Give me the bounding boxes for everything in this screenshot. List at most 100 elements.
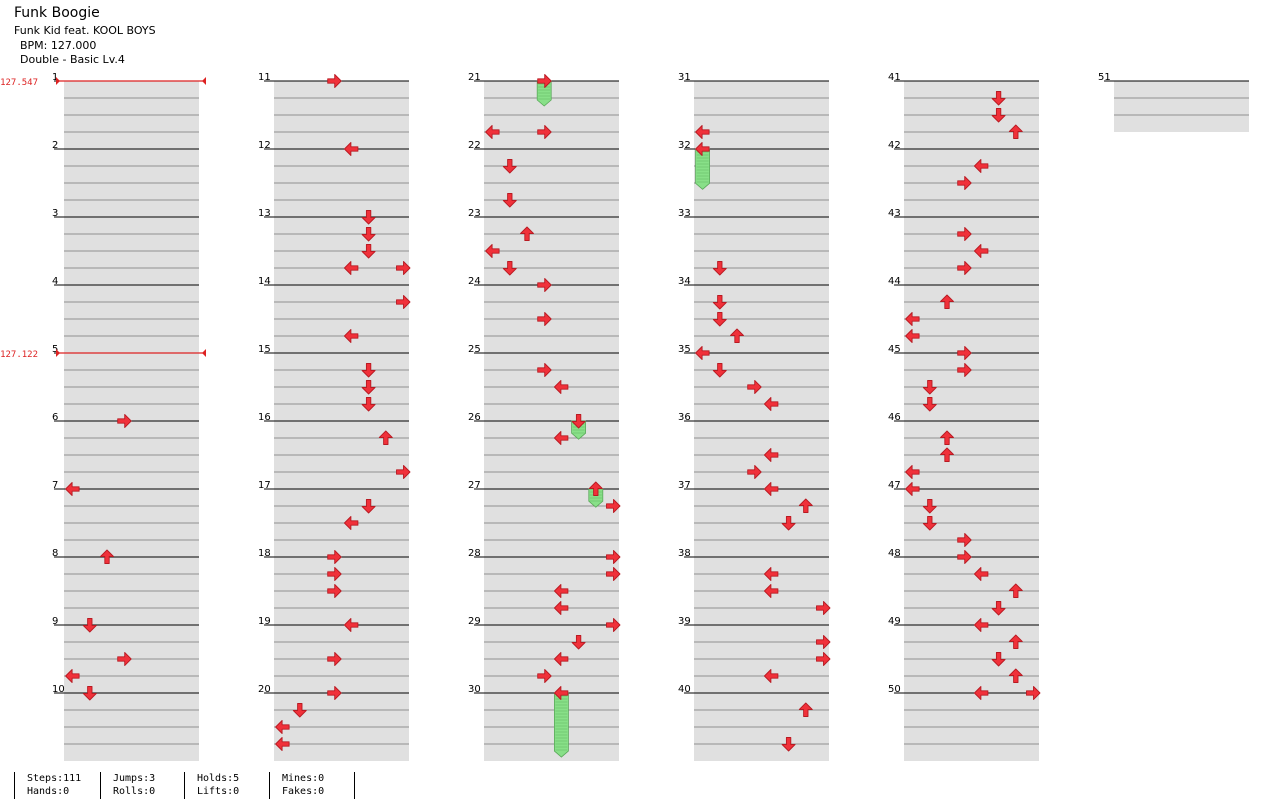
beat-band xyxy=(904,387,1039,404)
hold-body xyxy=(554,692,569,758)
arrow-note-left xyxy=(553,652,569,666)
beat-band xyxy=(904,200,1039,217)
arrow-note-right xyxy=(816,635,831,649)
arrow-note-down xyxy=(991,91,1006,106)
beat-band xyxy=(274,591,409,608)
bpm-change-marker xyxy=(202,349,206,357)
arrow-note-right xyxy=(537,669,552,683)
beat-band xyxy=(274,642,409,659)
beat-band xyxy=(904,115,1039,132)
beat-band xyxy=(904,98,1039,115)
beat-band xyxy=(484,183,619,200)
measure-number: 4 xyxy=(52,276,58,287)
beat-band xyxy=(694,523,829,540)
measure-number: 18 xyxy=(258,548,271,559)
beat-band xyxy=(694,166,829,183)
beat-band xyxy=(64,285,199,302)
arrow-note-up xyxy=(798,702,813,717)
measure-number: 23 xyxy=(468,208,481,219)
arrow-note-down xyxy=(292,703,307,718)
arrow-note-left xyxy=(553,584,569,598)
arrow-note-left xyxy=(763,669,779,683)
beat-band xyxy=(274,251,409,268)
beat-band xyxy=(274,557,409,574)
beat-band xyxy=(484,608,619,625)
beat-band xyxy=(694,727,829,744)
beat-band xyxy=(274,404,409,421)
beat-band xyxy=(484,438,619,455)
arrow-note-right xyxy=(957,550,972,564)
arrow-note-right xyxy=(957,176,972,190)
arrow-note-right xyxy=(396,261,411,275)
bpm-change-marker xyxy=(202,77,206,85)
measure-number: 51 xyxy=(1098,72,1111,83)
beat-band xyxy=(694,132,829,149)
beat-band xyxy=(904,744,1039,761)
measure-number: 11 xyxy=(258,72,271,83)
arrow-note-right xyxy=(117,652,132,666)
arrow-note-down xyxy=(82,686,97,701)
beat-band xyxy=(64,744,199,761)
measure-number: 20 xyxy=(258,684,271,695)
measure-number: 24 xyxy=(468,276,481,287)
beat-band xyxy=(904,727,1039,744)
arrow-note-right xyxy=(327,686,342,700)
measure-number: 6 xyxy=(52,412,58,423)
arrow-note-right xyxy=(537,125,552,139)
arrow-note-left xyxy=(905,482,920,496)
beat-band xyxy=(484,149,619,166)
beat-band xyxy=(274,200,409,217)
arrow-note-down xyxy=(922,499,937,514)
beat-band xyxy=(484,251,619,268)
beat-band xyxy=(484,200,619,217)
measure-number: 39 xyxy=(678,616,691,627)
arrow-note-right xyxy=(957,346,972,360)
beat-band xyxy=(484,642,619,659)
arrow-note-left xyxy=(553,380,569,394)
beat-band xyxy=(904,506,1039,523)
beat-band xyxy=(904,574,1039,591)
arrow-note-right xyxy=(957,227,972,241)
arrow-note-left xyxy=(485,125,500,139)
beat-band xyxy=(274,693,409,710)
beat-band xyxy=(904,710,1039,727)
beat-band xyxy=(274,455,409,472)
beat-band xyxy=(694,421,829,438)
beat-band xyxy=(904,523,1039,540)
beat-band xyxy=(484,540,619,557)
arrow-note-up xyxy=(378,430,393,445)
beat-band xyxy=(904,217,1039,234)
beat-band xyxy=(904,455,1039,472)
beat-band xyxy=(274,625,409,642)
beat-band xyxy=(274,183,409,200)
beat-band xyxy=(694,744,829,761)
arrow-note-left xyxy=(763,448,779,462)
arrow-note-left xyxy=(343,516,359,530)
measure-number: 13 xyxy=(258,208,271,219)
beat-band xyxy=(64,523,199,540)
beat-band xyxy=(694,642,829,659)
arrow-note-down xyxy=(922,380,937,395)
measure-number: 30 xyxy=(468,684,481,695)
beat-band xyxy=(484,659,619,676)
measure-number: 31 xyxy=(678,72,691,83)
beat-band xyxy=(694,625,829,642)
arrow-note-down xyxy=(502,261,517,276)
beat-band xyxy=(484,591,619,608)
arrow-note-right xyxy=(537,74,552,88)
beat-band xyxy=(64,268,199,285)
beat-band xyxy=(904,268,1039,285)
arrow-note-right xyxy=(747,380,762,394)
beat-band xyxy=(904,81,1039,98)
beat-band xyxy=(904,285,1039,302)
beat-band xyxy=(484,217,619,234)
measure-number: 26 xyxy=(468,412,481,423)
beat-band xyxy=(484,625,619,642)
stat-column: Mines:0 Fakes:0 xyxy=(269,772,324,799)
beat-band xyxy=(64,217,199,234)
arrow-note-left xyxy=(275,720,290,734)
beat-band xyxy=(64,540,199,557)
beat-band xyxy=(1114,115,1249,132)
beat-band xyxy=(484,166,619,183)
arrow-note-left xyxy=(485,244,500,258)
